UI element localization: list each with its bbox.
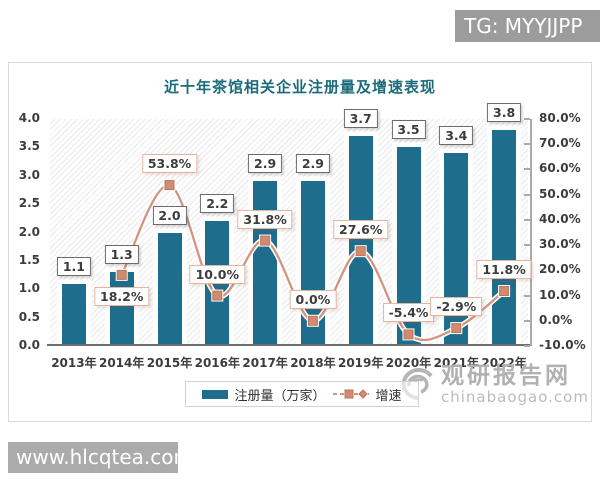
bar-legend-swatch: [202, 389, 229, 399]
x-axis-label: 2015年: [146, 356, 193, 370]
x-axis-line: [47, 344, 531, 346]
right-axis-tick: [524, 294, 530, 297]
right-axis-label: 10.0%: [539, 287, 581, 302]
right-axis-label: 20.0%: [539, 262, 581, 277]
right-axis-label: 70.0%: [539, 136, 581, 151]
x-axis-label: 2019年: [337, 356, 384, 370]
telegram-badge: TG: MYYJJPP: [455, 10, 600, 42]
growth-line-chart: [115, 179, 511, 343]
bar-value-label: 2.9: [295, 154, 330, 174]
growth-marker: [260, 235, 271, 246]
growth-value-label: 0.0%: [289, 289, 337, 309]
chart-title: 近十年茶馆相关企业注册量及增速表现: [163, 78, 436, 96]
line-legend-swatch: [332, 389, 369, 399]
bar-legend-label: 注册量（万家）: [234, 388, 326, 404]
left-axis-label: 1.0: [18, 281, 40, 296]
left-axis-label: 3.0: [18, 167, 40, 182]
x-axis-label: 2022年: [481, 356, 527, 370]
right-axis-tick: [524, 193, 530, 196]
watermark-name: 观研报告网: [441, 363, 571, 389]
growth-value-label: -5.4%: [382, 303, 435, 323]
left-axis-label: 4.0: [18, 111, 40, 125]
legend: 注册量（万家） 增速: [185, 381, 419, 407]
bar-value-label: 3.7: [343, 109, 378, 129]
right-axis-tick: [524, 218, 530, 221]
left-axis-label: 0.0: [18, 338, 40, 352]
bar-2013年: [56, 279, 91, 346]
right-axis-tick: [524, 143, 530, 146]
watermark-url: chinabaogao.com: [441, 388, 589, 407]
watermark: 观研报告网 chinabaogao.com: [397, 364, 589, 406]
growth-marker: [499, 286, 510, 297]
x-axis-label: 2013年: [51, 356, 97, 370]
growth-value-label: 18.2%: [94, 286, 150, 306]
bar-value-label: 1.3: [104, 245, 139, 265]
right-axis-tick: [524, 168, 530, 171]
left-axis-label: 1.5: [18, 252, 40, 267]
growth-value-label: 10.0%: [189, 264, 245, 284]
line-legend-label: 增速: [375, 388, 402, 404]
growth-value-label: 53.8%: [141, 154, 198, 174]
bar-value-label: 1.1: [56, 256, 91, 276]
growth-value-label: 11.8%: [476, 260, 532, 279]
growth-marker: [451, 323, 462, 334]
left-axis-label: 2.0: [18, 224, 40, 239]
bar-2022年: [487, 126, 522, 346]
growth-value-label: 27.6%: [333, 220, 389, 240]
right-axis-label: 80.0%: [539, 111, 581, 125]
growth-value-label: 31.8%: [237, 209, 293, 229]
bar-2014年: [104, 268, 139, 346]
right-axis-label: 30.0%: [539, 237, 581, 252]
growth-marker: [116, 269, 127, 280]
right-axis-tick: [524, 319, 530, 322]
right-axis-tick: [524, 345, 530, 347]
x-axis-label: 2017年: [242, 356, 288, 370]
x-axis-label: 2016年: [194, 356, 240, 370]
bar-value-label: 2.0: [152, 205, 187, 225]
x-axis-label: 2021年: [433, 356, 479, 370]
right-axis-label: 60.0%: [539, 161, 581, 176]
x-axis-label: 2014年: [98, 356, 145, 370]
x-axis-label: 2018年: [290, 356, 336, 370]
growth-value-label: -2.9%: [430, 297, 483, 317]
bar-value-label: 3.4: [439, 126, 474, 146]
right-axis-line: [530, 119, 532, 346]
growth-marker: [307, 315, 318, 326]
bar-value-label: 3.8: [487, 103, 522, 123]
plot-area: 1.1 1.3 2.0 2.2 2.9 2.9 3.7 3.5 3.4 3.8 18.2% 53.8%…: [50, 103, 532, 346]
left-axis-label: 0.5: [18, 309, 40, 324]
growth-marker: [212, 290, 223, 301]
site-badge: www.hlcqtea.com: [8, 442, 193, 473]
bar-value-label: 3.5: [391, 120, 426, 140]
right-axis-label: -10.0%: [539, 338, 586, 352]
right-axis-tick: [524, 244, 530, 247]
growth-marker: [164, 180, 175, 191]
bar-value-label: 2.9: [248, 154, 283, 174]
left-axis-label: 3.5: [18, 139, 40, 154]
chart-panel: 近十年茶馆相关企业注册量及增速表现 1.1 1.3 2.0 2.2 2.9 2.9 3.7 3…: [8, 62, 592, 422]
right-axis-label: 50.0%: [539, 186, 581, 201]
growth-marker: [355, 246, 366, 257]
x-axis-label: 2020年: [385, 356, 432, 370]
right-axis-label: 0.0%: [539, 312, 573, 327]
left-axis-label: 2.5: [18, 196, 40, 211]
right-axis-label: 40.0%: [539, 211, 581, 226]
bar-value-label: 2.2: [200, 194, 235, 214]
bar-2015年: [152, 228, 187, 346]
right-axis-tick: [524, 118, 530, 120]
growth-marker: [403, 329, 414, 340]
